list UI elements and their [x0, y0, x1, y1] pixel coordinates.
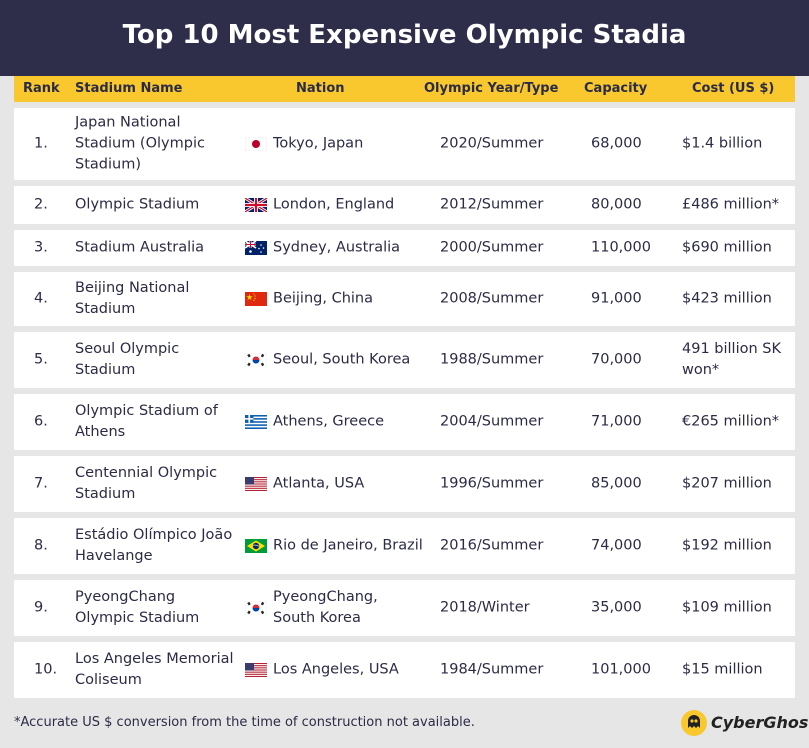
nation-cell: London, England [273, 196, 395, 213]
capacity-cell: 71,000 [591, 413, 642, 430]
cost-cell: $192 million [682, 537, 772, 554]
title-banner: Top 10 Most Expensive Olympic Stadia [0, 0, 809, 76]
usa-flag [245, 477, 267, 491]
usa-flag [245, 663, 267, 677]
table-row: 1. Japan National Stadium (Olympic Stadiu… [14, 108, 795, 180]
table-row: 7. Centennial Olympic Stadium Atlanta, USA… [14, 456, 795, 512]
table-header: Rank Stadium Name Nation Olympic Year/Ty… [14, 76, 795, 102]
nation-cell: Tokyo, Japan [273, 135, 364, 152]
stadium-name-cell: Centennial Olympic Stadium [75, 465, 218, 502]
nation-cell: Beijing, China [273, 290, 373, 307]
rank-cell: 7. [34, 475, 48, 492]
australia-flag [245, 241, 267, 255]
stadium-name-cell: PyeongChang Olympic Stadium [75, 589, 200, 626]
table-row: 9. PyeongChang Olympic Stadium PyeongChang… [14, 580, 795, 636]
south-korea-flag [245, 601, 267, 615]
table-row: 3. Stadium Australia Sydney, Australia 2000… [14, 230, 795, 266]
japan-flag [245, 137, 267, 151]
stadium-name-cell: Seoul Olympic Stadium [75, 341, 180, 378]
table-row: 10. Los Angeles Memorial Coliseum Los Ange… [14, 642, 795, 698]
brazil-flag [245, 539, 267, 553]
cost-cell: $207 million [682, 475, 772, 492]
cyberghost-logo: CyberGhost [681, 710, 809, 738]
rank-cell: 1. [34, 135, 48, 152]
capacity-cell: 74,000 [591, 537, 642, 554]
column-header-capacity: Capacity [584, 81, 648, 96]
south-korea-flag [245, 353, 267, 367]
cost-cell: $109 million [682, 599, 772, 616]
uk-flag [245, 198, 267, 212]
cost-cell: $690 million [682, 239, 772, 256]
nation-cell: Los Angeles, USA [273, 661, 399, 678]
cost-cell: $15 million [682, 661, 763, 678]
nation-cell: Sydney, Australia [273, 239, 401, 256]
cyberghost-logo-icon [681, 710, 707, 736]
stadium-name-cell: Japan National Stadium (Olympic Stadium) [75, 114, 205, 173]
olympic-year-cell: 2012/Summer [440, 196, 544, 213]
footnote: *Accurate US $ conversion from the time … [14, 715, 475, 730]
brand-name: CyberGhost [711, 713, 809, 732]
cost-cell: $423 million [682, 290, 772, 307]
rank-cell: 3. [34, 239, 48, 256]
rank-cell: 10. [34, 661, 58, 678]
table-row: 2. Olympic Stadium London, England 2012/Sum… [14, 186, 795, 224]
rank-cell: 5. [34, 351, 48, 368]
rank-cell: 4. [34, 290, 48, 307]
table-row: 6. Olympic Stadium of Athens Athens, Greec… [14, 394, 795, 450]
column-header-stadium: Stadium Name [75, 81, 183, 96]
rank-cell: 2. [34, 196, 48, 213]
capacity-cell: 68,000 [591, 135, 642, 152]
cost-cell: €265 million* [682, 413, 780, 430]
stadium-name-cell: Beijing National Stadium [75, 280, 190, 317]
nation-cell: Seoul, South Korea [273, 351, 411, 368]
china-flag [245, 292, 267, 306]
stadium-name-cell: Estádio Olímpico João Havelange [75, 527, 233, 564]
olympic-year-cell: 2016/Summer [440, 537, 544, 554]
table-row: 4. Beijing National Stadium Beijing, China… [14, 272, 795, 326]
column-header-rank: Rank [23, 81, 60, 96]
table-row: 8. Estádio Olímpico João Havelange Rio de … [14, 518, 795, 574]
olympic-year-cell: 2004/Summer [440, 413, 544, 430]
column-header-cost: Cost (US $) [692, 81, 775, 96]
column-header-year: Olympic Year/Type [424, 81, 559, 96]
olympic-year-cell: 2008/Summer [440, 290, 544, 307]
nation-cell: Rio de Janeiro, Brazil [273, 537, 423, 554]
capacity-cell: 91,000 [591, 290, 642, 307]
capacity-cell: 70,000 [591, 351, 642, 368]
page-title: Top 10 Most Expensive Olympic Stadia [122, 20, 687, 50]
stadium-name-cell: Stadium Australia [75, 239, 205, 256]
capacity-cell: 110,000 [591, 239, 651, 256]
olympic-year-cell: 1988/Summer [440, 351, 544, 368]
rank-cell: 9. [34, 599, 48, 616]
capacity-cell: 35,000 [591, 599, 642, 616]
olympic-year-cell: 1984/Summer [440, 661, 544, 678]
nation-cell: Athens, Greece [273, 413, 385, 430]
stadium-name-cell: Los Angeles Memorial Coliseum [75, 651, 234, 688]
olympic-year-cell: 2000/Summer [440, 239, 544, 256]
cost-cell: $1.4 billion [682, 135, 763, 152]
column-header-nation: Nation [296, 81, 345, 96]
stadium-name-cell: Olympic Stadium of Athens [75, 403, 218, 440]
capacity-cell: 85,000 [591, 475, 642, 492]
olympic-year-cell: 2018/Winter [440, 599, 530, 616]
rank-cell: 8. [34, 537, 48, 554]
capacity-cell: 80,000 [591, 196, 642, 213]
nation-cell: Atlanta, USA [273, 475, 365, 492]
olympic-year-cell: 1996/Summer [440, 475, 544, 492]
cost-cell: 491 billion SK won* [682, 341, 781, 378]
table-row: 5. Seoul Olympic Stadium Seoul, South Kore… [14, 332, 795, 388]
nation-cell: PyeongChang, South Korea [273, 589, 378, 626]
capacity-cell: 101,000 [591, 661, 651, 678]
olympic-year-cell: 2020/Summer [440, 135, 544, 152]
rank-cell: 6. [34, 413, 48, 430]
cost-cell: £486 million* [682, 196, 780, 213]
greece-flag [245, 415, 267, 429]
stadium-name-cell: Olympic Stadium [75, 196, 200, 213]
